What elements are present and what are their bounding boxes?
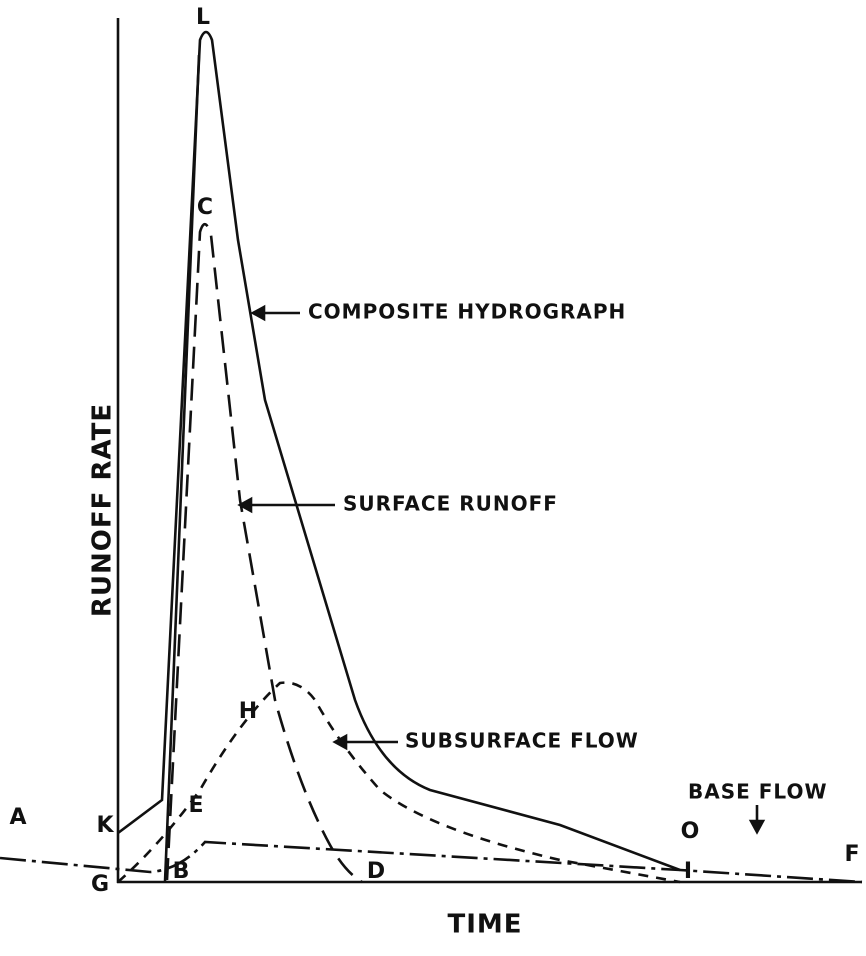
y-axis-label: RUNOFF RATE <box>88 403 118 617</box>
composite-curve <box>117 30 681 872</box>
subsurface-flow-curve <box>117 681 681 884</box>
surface-runoff-curve <box>165 222 363 884</box>
base-flow-curve <box>0 840 863 884</box>
arrowhead <box>332 733 348 751</box>
point-label: D <box>367 859 385 884</box>
arrowhead <box>237 496 253 514</box>
annotation: COMPOSITE HYDROGRAPH <box>308 300 626 324</box>
arrowhead <box>748 819 766 835</box>
x-axis-label: TIME <box>447 910 522 940</box>
point-label: G <box>91 872 109 897</box>
point-label: L <box>196 5 210 30</box>
point-label: K <box>96 813 114 838</box>
annotation: SURFACE RUNOFF <box>343 492 558 516</box>
arrowhead <box>250 304 266 322</box>
annotation: BASE FLOW <box>688 780 828 804</box>
point-label: F <box>844 842 859 867</box>
point-label: A <box>9 805 26 830</box>
point-label: H <box>239 699 257 724</box>
point-label: B <box>173 859 190 884</box>
rising-limb <box>163 54 201 883</box>
annotation: SUBSURFACE FLOW <box>405 729 639 753</box>
point-label: I <box>684 859 692 884</box>
point-label: E <box>188 793 203 818</box>
point-label: O <box>681 819 700 844</box>
point-label: C <box>197 195 213 220</box>
